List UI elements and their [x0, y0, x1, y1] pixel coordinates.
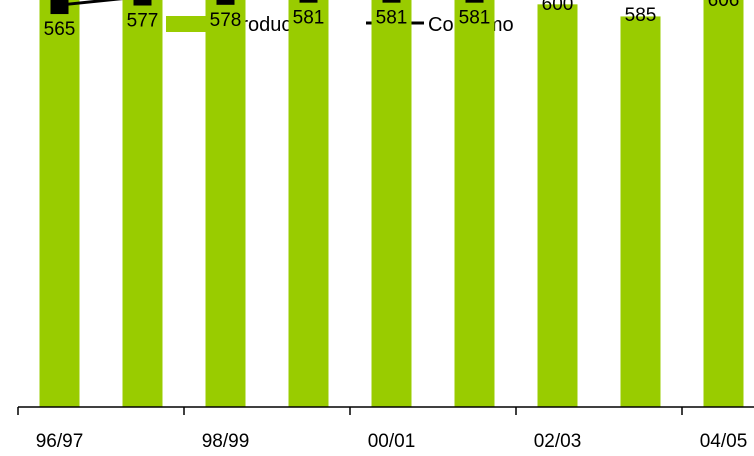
- consumo-point-01/02: [465, 0, 484, 3]
- line-label-97/98: 577: [127, 11, 159, 32]
- line-label-01/02: 581: [459, 8, 491, 29]
- bar-99/00: [288, 0, 329, 408]
- bar-97/98: [122, 0, 163, 408]
- line-label-04/05: 606: [708, 0, 740, 11]
- x-axis: 96/97 98/99 00/01 02/03 04/05: [17, 406, 754, 452]
- line-label-99/00: 581: [293, 8, 325, 29]
- bar-04/05: [703, 0, 744, 408]
- x-tick-label: 98/99: [202, 431, 250, 452]
- consumo-point-99/00: [299, 0, 318, 3]
- bars-layer: [39, 0, 744, 408]
- consumo-point-98/99: [216, 0, 235, 5]
- line-label-96/97: 565: [44, 19, 76, 40]
- bar-00/01: [371, 0, 412, 407]
- consumo-point-00/01: [382, 0, 401, 3]
- line-layer: [50, 0, 484, 15]
- consumo-point-96/97: [50, 0, 69, 15]
- consumo-point-97/98: [133, 0, 152, 6]
- line-label-03/04: 585: [625, 5, 657, 26]
- line-label-98/99: 578: [210, 10, 242, 31]
- line-label-00/01: 581: [376, 8, 408, 29]
- bar-01/02: [454, 0, 495, 408]
- bar-96/97: [39, 0, 80, 407]
- x-tick-label: 00/01: [368, 431, 416, 452]
- x-tick-label: 96/97: [36, 431, 84, 452]
- bar-02/03: [537, 4, 578, 408]
- line-label-02/03: 600: [542, 0, 574, 15]
- line-labels-layer: 565 577 578 581 581 581 600 585 606: [44, 0, 740, 40]
- x-tick-label: 02/03: [534, 431, 582, 452]
- x-tick-label: 04/05: [700, 431, 748, 452]
- bar-98/99: [205, 0, 246, 408]
- bar-03/04: [620, 16, 661, 407]
